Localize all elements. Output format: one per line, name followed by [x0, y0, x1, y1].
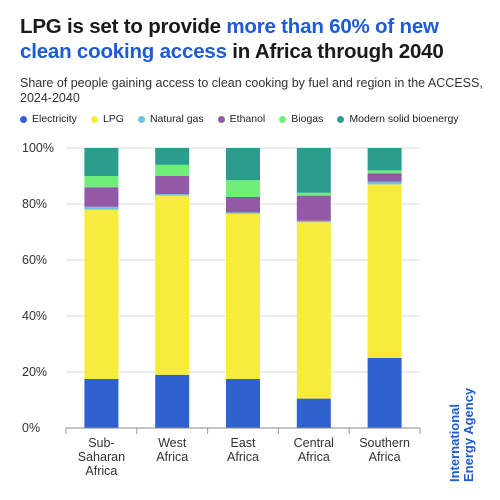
bar-segment: [226, 212, 260, 214]
chart-legend: Electricity LPG Natural gas Ethanol Biogas Mo…: [20, 113, 490, 125]
bar-segment: [367, 184, 402, 358]
y-tick-label: 40%: [22, 309, 47, 323]
x-tick-label: Africa: [85, 464, 117, 478]
x-tick-label: Southern: [359, 436, 410, 450]
legend-item: Ethanol: [217, 113, 266, 125]
x-tick-label: West: [158, 436, 187, 450]
legend-label: Natural gas: [149, 113, 204, 125]
bar-segment: [367, 358, 402, 428]
bar-segment: [367, 170, 402, 174]
x-tick-label: Africa: [298, 450, 330, 464]
legend-label: LPG: [102, 113, 124, 125]
bar-segment: [84, 209, 119, 379]
iea-logo: International Energy Agency: [447, 382, 476, 482]
x-tick-label: Africa: [369, 450, 401, 464]
x-tick-label: Sub-: [88, 436, 114, 450]
chart-title: LPG is set to provide more than 60% of n…: [20, 14, 490, 64]
bar-segment: [155, 195, 190, 375]
bar-segment: [226, 379, 260, 428]
bar-segment: [296, 195, 331, 221]
bar-segment: [155, 194, 190, 196]
bar-segment: [84, 187, 119, 207]
bar-segment: [367, 181, 402, 185]
title-part1: LPG is set to provide: [20, 15, 227, 38]
bar-segment: [367, 173, 402, 182]
legend-label: Electricity: [32, 113, 77, 125]
bar-segment: [155, 176, 190, 195]
x-tick-label: East: [230, 436, 256, 450]
legend-swatch: [279, 115, 287, 123]
chart-subtitle: Share of people gaining access to clean …: [20, 76, 483, 105]
legend-label: Modern solid bioenergy: [349, 113, 459, 125]
brand-line2: Energy Agency: [461, 387, 476, 482]
x-tick-label: Africa: [156, 450, 188, 464]
x-tick-label: Saharan: [78, 450, 125, 464]
bar-segment: [296, 192, 331, 196]
bar-segment: [84, 206, 119, 210]
y-tick-label: 0%: [22, 421, 40, 435]
bar-segment: [84, 379, 119, 428]
legend-item: Biogas: [279, 113, 323, 125]
bar-segment: [155, 164, 190, 176]
legend-label: Ethanol: [229, 113, 266, 125]
bar-segment: [226, 213, 260, 379]
y-tick-label: 20%: [22, 365, 47, 379]
x-tick-label: Central: [294, 436, 334, 450]
bar-segment: [226, 148, 260, 181]
bar-segment: [155, 148, 190, 165]
bar-segment: [367, 148, 402, 171]
bar-segment: [84, 148, 119, 176]
legend-item: LPG: [90, 113, 124, 125]
legend-swatch: [20, 115, 27, 123]
y-tick-label: 80%: [22, 197, 47, 211]
bar-segment: [226, 180, 260, 197]
legend-item: Modern solid bioenergy: [337, 113, 459, 125]
brand-line1: International: [447, 403, 462, 482]
legend-swatch: [337, 115, 345, 123]
legend-item: Electricity: [20, 113, 77, 125]
bar-segment: [155, 374, 190, 428]
legend-swatch: [217, 115, 225, 123]
x-tick-label: Africa: [227, 450, 259, 464]
bar-segment: [226, 197, 260, 213]
legend-label: Biogas: [291, 113, 324, 125]
title-part2: in Africa through 2040: [226, 40, 444, 63]
bar-segment: [296, 222, 331, 399]
title-highlight: more than 60% of new clean cooking acces…: [20, 15, 439, 63]
bar-segment: [296, 220, 331, 223]
bar-segment: [84, 176, 119, 188]
legend-swatch: [137, 115, 145, 123]
y-tick-label: 60%: [22, 253, 47, 267]
legend-swatch: [90, 115, 98, 123]
legend-item: Natural gas: [137, 113, 204, 125]
bar-segment: [296, 398, 331, 428]
bar-segment: [296, 148, 331, 193]
y-tick-label: 100%: [22, 141, 54, 155]
